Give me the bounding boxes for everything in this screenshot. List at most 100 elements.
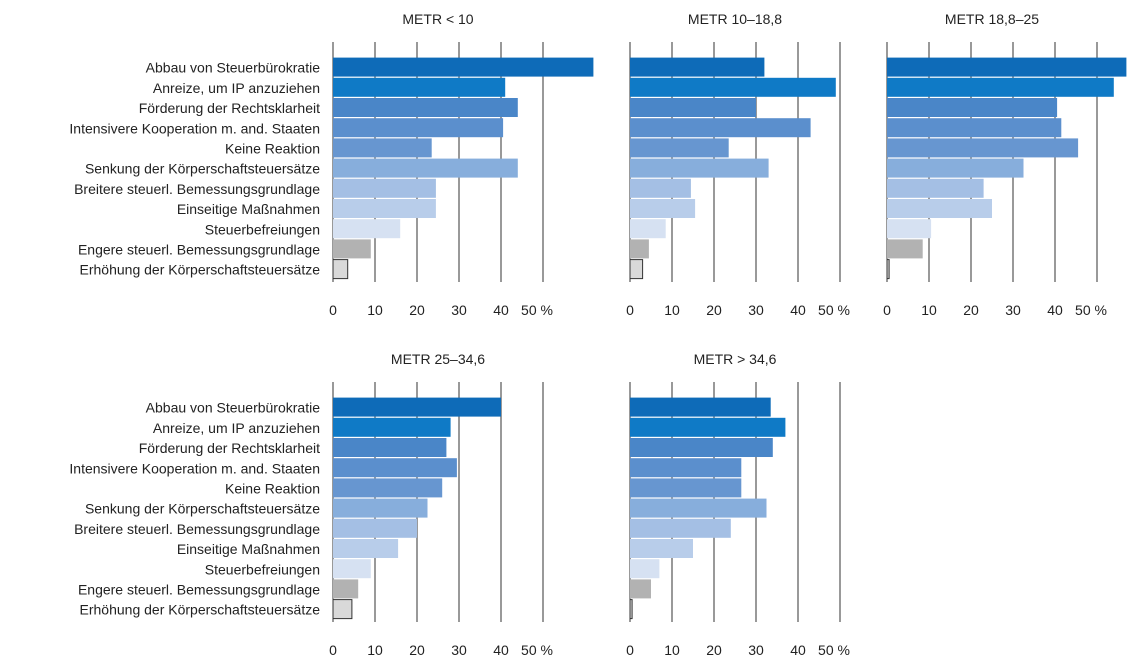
panel-4-category-label-10: Engere steuerl. Bemessungsgrundlage xyxy=(78,582,320,598)
panel-4-category-label-9: Steuerbefreiungen xyxy=(205,561,320,577)
panel-1-bar-7 xyxy=(333,178,436,198)
panel-4-bar-2 xyxy=(333,417,451,437)
panel-1-category-label-8: Einseitige Maßnahmen xyxy=(177,201,320,217)
panel-1-bar-9 xyxy=(333,219,401,239)
panel-3-bar-4 xyxy=(887,118,1062,138)
panel-4-tick-label-30: 30 xyxy=(451,642,467,658)
panel-1-tick-label-40: 40 xyxy=(493,302,509,318)
panel-5-title: METR > 34,6 xyxy=(694,351,777,367)
panel-3-bar-5 xyxy=(887,138,1079,158)
panel-5-tick-label-0: 0 xyxy=(626,642,634,658)
panel-3-tick-label-10: 10 xyxy=(921,302,937,318)
panel-5-bar-3 xyxy=(630,438,773,457)
panel-1-category-label-6: Senkung der Körperschaftsteuersätze xyxy=(85,161,320,177)
panel-1-bar-5 xyxy=(333,138,432,158)
panel-2-bar-7 xyxy=(630,178,691,198)
panel-3-tick-label-20: 20 xyxy=(963,302,979,318)
panel-4-bar-11 xyxy=(332,599,353,620)
panel-2-bar-4 xyxy=(630,118,811,138)
panel-1-bar-11 xyxy=(332,259,349,280)
panel-4-category-label-6: Senkung der Körperschaftsteuersätze xyxy=(85,501,320,517)
panel-4-category-label-3: Förderung der Rechtsklarheit xyxy=(139,440,320,456)
panel-1-category-label-9: Steuerbefreiungen xyxy=(205,221,320,237)
panel-2-title: METR 10–18,8 xyxy=(688,11,782,27)
panel-3-bar-6 xyxy=(887,158,1024,178)
panel-5-tick-label-50: 50 % xyxy=(818,642,850,658)
panel-4-category-label-11: Erhöhung der Körperschaftsteuersätze xyxy=(80,602,321,618)
panel-4-bar-9 xyxy=(333,559,371,579)
panel-2-bar-9 xyxy=(630,219,666,239)
panel-4-tick-label-0: 0 xyxy=(329,642,337,658)
panel-2-bar-1 xyxy=(630,57,765,77)
panel-3-tick-label-0: 0 xyxy=(883,302,891,318)
panel-3-bar-11 xyxy=(886,259,890,280)
panel-3-bar-7 xyxy=(887,178,984,198)
panel-4-category-label-8: Einseitige Maßnahmen xyxy=(177,541,320,557)
panel-4-bar-7 xyxy=(333,518,417,538)
panel-5-bar-1 xyxy=(630,397,771,417)
panel-4-bar-8 xyxy=(333,539,399,558)
panel-2-tick-label-30: 30 xyxy=(748,302,764,318)
panel-1-bar-1 xyxy=(333,57,594,77)
panel-5-bar-8 xyxy=(630,539,693,558)
panel-4-category-label-5: Keine Reaktion xyxy=(225,481,320,497)
panel-1-bar-10 xyxy=(333,239,371,259)
panel-4-tick-label-20: 20 xyxy=(409,642,425,658)
panel-1-category-label-10: Engere steuerl. Bemessungsgrundlage xyxy=(78,242,320,258)
panel-4-bar-3 xyxy=(333,438,447,457)
panel-4-tick-label-40: 40 xyxy=(493,642,509,658)
panel-5-tick-label-10: 10 xyxy=(664,642,680,658)
panel-1-category-label-4: Intensivere Kooperation m. and. Staaten xyxy=(69,120,320,136)
panel-4-category-label-2: Anreize, um IP anzuziehen xyxy=(153,420,320,436)
panel-5-tick-label-20: 20 xyxy=(706,642,722,658)
panel-5-bar-9 xyxy=(630,559,660,579)
panel-4-bar-4 xyxy=(333,458,457,478)
panel-2-tick-label-40: 40 xyxy=(790,302,806,318)
panel-1-tick-label-10: 10 xyxy=(367,302,383,318)
panel-2-tick-label-10: 10 xyxy=(664,302,680,318)
panel-5-bar-5 xyxy=(630,478,742,498)
panel-1-tick-label-20: 20 xyxy=(409,302,425,318)
panel-2-bar-3 xyxy=(630,98,756,117)
panel-1-bar-2 xyxy=(333,77,506,97)
panel-3-tick-label-30: 30 xyxy=(1005,302,1021,318)
panel-5-bar-6 xyxy=(630,498,767,518)
panel-1-tick-label-50: 50 % xyxy=(521,302,553,318)
panel-1-bar-8 xyxy=(333,199,436,218)
panel-4-tick-label-50: 50 % xyxy=(521,642,553,658)
panel-4-tick-label-10: 10 xyxy=(367,642,383,658)
panel-1-tick-label-30: 30 xyxy=(451,302,467,318)
panel-2-tick-label-50: 50 % xyxy=(818,302,850,318)
panel-1-bar-3 xyxy=(333,98,518,117)
panel-2-bar-11 xyxy=(629,259,644,280)
panel-2-bar-6 xyxy=(630,158,769,178)
panel-2-tick-label-0: 0 xyxy=(626,302,634,318)
panel-4-bar-1 xyxy=(333,397,501,417)
panel-5-tick-label-30: 30 xyxy=(748,642,764,658)
panel-5-bar-11 xyxy=(629,599,633,620)
panel-5-bar-10 xyxy=(630,579,651,599)
panel-2-bar-10 xyxy=(630,239,649,259)
panel-3-bar-10 xyxy=(887,239,923,259)
panel-1-bar-6 xyxy=(333,158,518,178)
panel-4-bar-6 xyxy=(333,498,428,518)
panel-2-tick-label-20: 20 xyxy=(706,302,722,318)
panel-1-category-label-5: Keine Reaktion xyxy=(225,141,320,157)
panel-5-bar-7 xyxy=(630,518,731,538)
panel-4-bar-5 xyxy=(333,478,443,498)
panel-1-category-label-11: Erhöhung der Körperschaftsteuersätze xyxy=(80,262,321,278)
panel-5-bar-2 xyxy=(630,417,786,437)
panel-2-bar-8 xyxy=(630,199,696,218)
panel-3-bar-1 xyxy=(887,57,1127,77)
panel-3-tick-label-40: 40 xyxy=(1047,302,1063,318)
panel-3-bar-2 xyxy=(887,77,1114,97)
panel-4-bar-10 xyxy=(333,579,359,599)
panel-2-bar-5 xyxy=(630,138,729,158)
panel-5-tick-label-40: 40 xyxy=(790,642,806,658)
panel-4-title: METR 25–34,6 xyxy=(391,351,485,367)
panel-3-tick-label-50: 50 % xyxy=(1075,302,1107,318)
panel-3-bar-9 xyxy=(887,219,932,239)
panel-1-category-label-1: Abbau von Steuerbürokratie xyxy=(146,60,321,76)
panel-1-category-label-7: Breitere steuerl. Bemessungsgrundlage xyxy=(74,181,320,197)
